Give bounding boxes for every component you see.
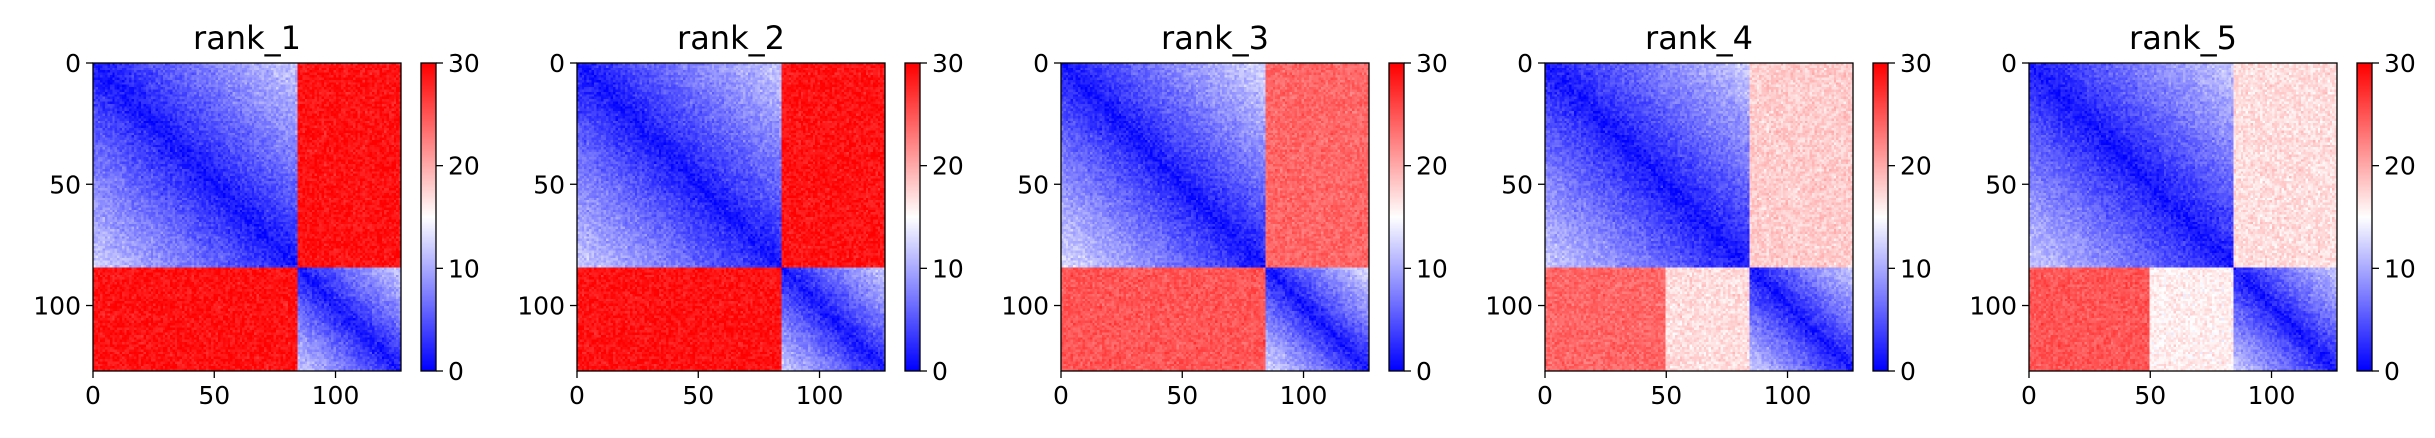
colorbar-tick-label: 20 [2384,152,2416,181]
x-tick-label: 50 [682,381,714,410]
x-tick-label: 50 [198,381,230,410]
y-tick-label: 0 [549,49,565,78]
colorbar-gradient [1389,63,1404,371]
colorbar-frame [1388,62,1405,372]
y-tick-label: 0 [1033,49,1049,78]
y-tick-label: 100 [1485,292,1533,321]
panel-title: rank_2 [677,19,785,57]
panel-title: rank_3 [1161,19,1269,57]
x-tick-label: 100 [312,381,360,410]
x-tick-label: 100 [1280,381,1328,410]
axes-frame [92,62,402,372]
colorbar-tick-label: 0 [1900,357,1916,386]
x-tick-label: 0 [1537,381,1553,410]
colorbar-tick-label: 20 [1900,152,1932,181]
colorbar-frame [1872,62,1889,372]
colorbar-tick-label: 30 [932,49,964,78]
panel-title: rank_1 [193,19,301,57]
y-tick-label: 50 [1501,170,1533,199]
colorbar-tick-label: 10 [1900,254,1932,283]
colorbar-tick-label: 20 [1416,152,1448,181]
colorbar-tick-label: 0 [448,357,464,386]
colorbar-tick-label: 0 [2384,357,2400,386]
x-tick-label: 50 [1166,381,1198,410]
heatmap-image [1545,63,1853,371]
y-tick-label: 50 [1017,170,1049,199]
x-tick-label: 100 [796,381,844,410]
axes-frame [2028,62,2338,372]
colorbar-gradient [2357,63,2372,371]
heatmap-panel: rank_3 0 50 100 0 50 100 0 10 20 30 [1001,19,1448,410]
heatmap-panel: rank_4 0 50 100 0 50 100 0 10 20 30 [1485,19,1932,410]
colorbar-tick-label: 10 [932,254,964,283]
colorbar-gradient [421,63,436,371]
colorbar-gradient [905,63,920,371]
x-tick-label: 100 [1764,381,1812,410]
x-tick-label: 0 [85,381,101,410]
axes-frame [576,62,886,372]
colorbar-tick-label: 10 [448,254,480,283]
x-tick-label: 0 [569,381,585,410]
y-tick-label: 100 [517,292,565,321]
colorbar-tick-label: 30 [448,49,480,78]
y-tick-label: 50 [533,170,565,199]
colorbar-tick-label: 10 [1416,254,1448,283]
colorbar-tick-label: 30 [2384,49,2416,78]
heatmap-panel: rank_1 0 50 100 0 50 100 0 10 20 30 [33,19,480,410]
y-tick-label: 0 [2001,49,2017,78]
y-tick-label: 0 [1517,49,1533,78]
panel-title: rank_5 [2129,19,2237,57]
colorbar-tick-label: 20 [932,152,964,181]
y-tick-label: 0 [65,49,81,78]
axes-frame [1060,62,1370,372]
colorbar-tick-label: 0 [1416,357,1432,386]
x-tick-label: 0 [1053,381,1069,410]
colorbar-tick-label: 30 [1900,49,1932,78]
x-tick-label: 50 [2134,381,2166,410]
heatmap-image [2029,63,2337,371]
colorbar-tick-label: 30 [1416,49,1448,78]
y-tick-label: 100 [1969,292,2017,321]
x-tick-label: 100 [2248,381,2296,410]
x-tick-label: 0 [2021,381,2037,410]
colorbar-frame [420,62,437,372]
y-tick-label: 50 [49,170,81,199]
y-tick-label: 100 [1001,292,1049,321]
heatmap-panel: rank_2 0 50 100 0 50 100 0 10 20 30 [517,19,964,410]
heatmap-image [93,63,401,371]
colorbar-frame [904,62,921,372]
axes-frame [1544,62,1854,372]
y-tick-label: 100 [33,292,81,321]
colorbar-tick-label: 20 [448,152,480,181]
heatmap-panel: rank_5 0 50 100 0 50 100 0 10 20 30 [1969,19,2416,410]
y-tick-label: 50 [1985,170,2017,199]
panel-title: rank_4 [1645,19,1753,57]
x-tick-label: 50 [1650,381,1682,410]
colorbar-tick-label: 10 [2384,254,2416,283]
colorbar-gradient [1873,63,1888,371]
colorbar-tick-label: 0 [932,357,948,386]
colorbar-frame [2356,62,2373,372]
heatmap-image [1061,63,1369,371]
heatmap-image [577,63,885,371]
